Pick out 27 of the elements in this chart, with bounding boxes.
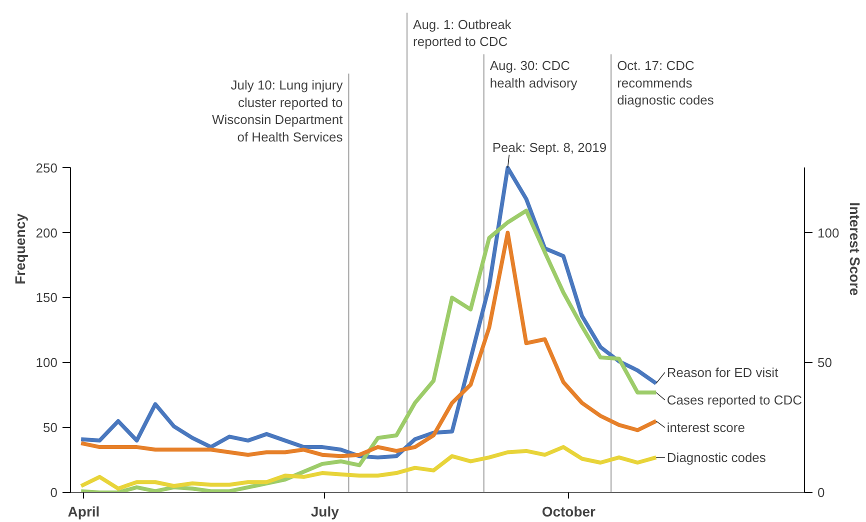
ref-line-label: July 10: Lung injury cluster reported to Wisconsin Department of Health Services	[212, 78, 344, 144]
ref-line-label: Aug. 30: CDC health advisory	[490, 58, 578, 90]
series-label: Cases reported to CDC	[666, 392, 802, 408]
y-axis-title: Frequency	[12, 213, 28, 284]
ref-line-label: Oct. 17: CDC recommends diagnostic codes	[617, 58, 714, 108]
y2-tick-label: 0	[818, 485, 825, 500]
line-series	[79, 166, 658, 460]
annotation: Peak: Sept. 8, 2019	[492, 140, 607, 155]
y-tick-label: 0	[50, 485, 58, 500]
y2-tick-label: 100	[818, 225, 840, 240]
y2-tick-label: 50	[818, 355, 832, 370]
y2-axis-title: Interest Score	[847, 202, 864, 296]
y-tick-label: 200	[36, 225, 58, 240]
ref-line-label: Aug. 1: Outbreak reported to CDC	[413, 16, 512, 50]
series-label: Diagnostic codes	[666, 450, 766, 465]
x-tick-label: October	[542, 504, 596, 520]
y-tick-label: 250	[36, 160, 58, 176]
y-tick-label: 50	[43, 420, 58, 436]
line-series	[79, 230, 658, 458]
y-tick-label: 100	[36, 355, 58, 370]
series-label: interest score	[666, 420, 745, 436]
y-tick-label: 150	[36, 290, 58, 306]
line-series	[79, 445, 658, 491]
x-tick-label: April	[68, 504, 100, 520]
series-label: Reason for ED visit	[666, 364, 779, 380]
x-tick-label: July	[310, 504, 340, 520]
line-series	[79, 208, 658, 492]
